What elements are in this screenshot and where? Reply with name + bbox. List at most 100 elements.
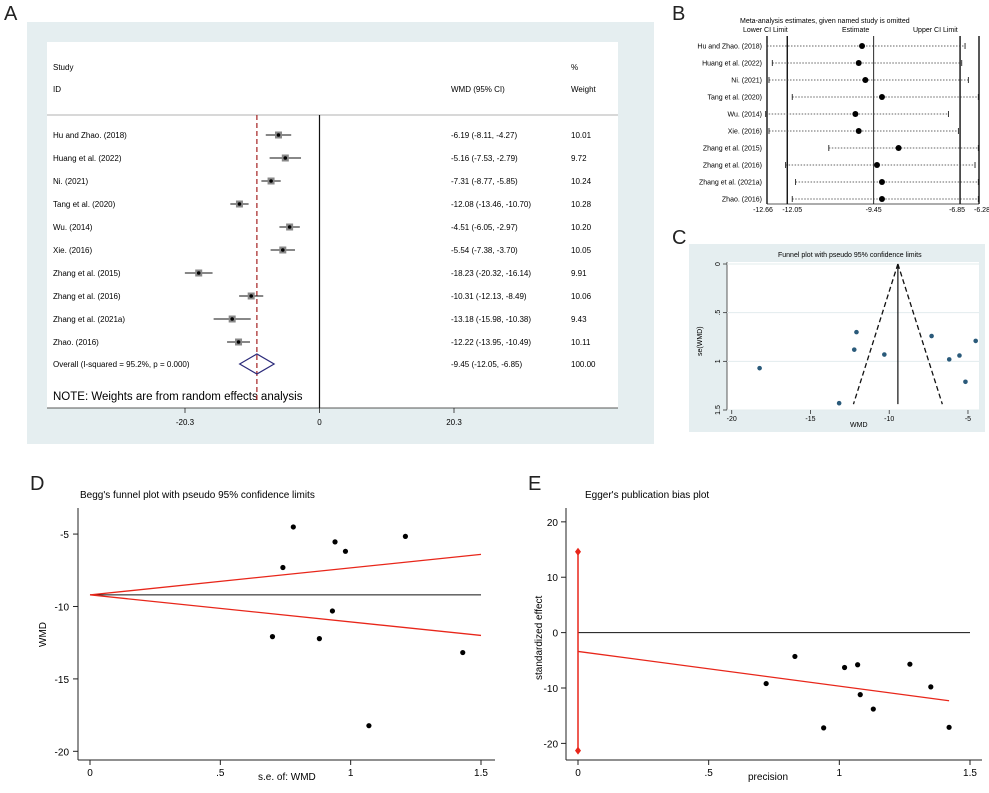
sensitivity-title: Meta-analysis estimates, given named stu…: [740, 18, 910, 25]
study-wmd-ci: -5.16 (-7.53, -2.79): [451, 154, 518, 163]
egger-point: [841, 664, 848, 671]
study-point: [196, 271, 201, 275]
intercept-ci-lower-marker: [575, 746, 581, 755]
begg-point: [329, 608, 336, 614]
study-point: [280, 248, 285, 252]
study-weight: 10.24: [571, 177, 592, 186]
omitted-study-name: Ni. (2021): [731, 78, 762, 85]
x-tick-label: -10: [884, 416, 894, 423]
egger-regression-line: [577, 650, 950, 702]
study-name: Ni. (2021): [53, 177, 88, 186]
study-weight: 10.20: [571, 223, 592, 232]
funnel-point: [836, 400, 842, 406]
y-tick-label: -15: [55, 675, 70, 686]
y-tick-label: 1: [715, 359, 722, 363]
study-point: [230, 317, 234, 321]
x-tick-label: 0: [575, 768, 581, 779]
omitted-estimate-point: [878, 94, 885, 100]
pseudo-ci-lower: [89, 594, 482, 637]
overall-label: Overall (I-squared = 95.2%, p = 0.000): [53, 360, 190, 369]
x-tick-label: -20: [727, 416, 737, 423]
study-weight: 9.91: [571, 269, 587, 278]
legend-lower-ci: Lower CI Limit: [743, 27, 788, 34]
begg-xlabel: s.e. of: WMD: [258, 772, 316, 783]
study-point: [283, 156, 288, 160]
study-weight: 10.11: [571, 338, 591, 347]
header-study: Study: [53, 63, 73, 72]
study-wmd-ci: -12.22 (-13.95, -10.49): [451, 338, 531, 347]
begg-point: [402, 533, 409, 539]
forest-plot: Study ID WMD (95% CI) % Weight NOTE: Wei…: [47, 63, 618, 427]
study-point: [249, 294, 253, 298]
x-tick-label: -12.05: [782, 207, 802, 214]
egger-ylabel: standardized effect: [534, 595, 545, 680]
study-point: [236, 340, 241, 344]
y-tick-label: -10: [55, 602, 70, 613]
omitted-estimate-point: [878, 196, 885, 202]
omitted-estimate-point: [862, 77, 869, 83]
egger-title: Egger's publication bias plot: [585, 490, 709, 501]
study-wmd-ci: -13.18 (-15.98, -10.38): [451, 315, 531, 324]
begg-point: [269, 634, 276, 640]
omitted-study-name: Wu. (2014): [728, 112, 763, 119]
begg-point: [316, 636, 322, 642]
study-weight: 10.28: [571, 200, 592, 209]
y-tick-label: .5: [715, 310, 722, 316]
sensitivity-plot: Meta-analysis estimates, given named stu…: [697, 18, 989, 214]
overall-wmd-ci: -9.45 (-12.05, -6.85): [451, 360, 522, 369]
omitted-study-name: Hu and Zhao. (2018): [697, 44, 762, 51]
x-tick-label: -12.66: [753, 207, 773, 214]
study-weight: 9.72: [571, 154, 587, 163]
y-tick-label: -5: [60, 530, 69, 541]
panel-label-c: C: [672, 227, 686, 249]
omitted-study-name: Tang et al. (2020): [708, 95, 762, 102]
x-tick-label: -6.28: [974, 207, 989, 214]
funnel-point: [854, 329, 859, 335]
omitted-study-name: Zhao. (2016): [722, 197, 762, 204]
funnel-point: [882, 352, 887, 357]
funnel-plot: Funnel plot with pseudo 95% confidence l…: [697, 252, 979, 429]
study-name: Zhang et al. (2021a): [53, 315, 125, 324]
random-effects-note: NOTE: Weights are from random effects an…: [53, 391, 303, 403]
funnel-point: [757, 365, 762, 371]
x-tick-label: -15: [805, 416, 815, 423]
study-point: [269, 179, 273, 183]
begg-point: [332, 539, 338, 545]
omitted-estimate-point: [878, 179, 885, 185]
omitted-estimate-point: [855, 128, 862, 134]
funnel-ylabel: se(WMD): [697, 326, 704, 356]
x-tick-label: .5: [704, 768, 713, 779]
panel-label-b: B: [672, 3, 685, 25]
omitted-estimate-point: [859, 43, 866, 49]
begg-ylabel: WMD: [38, 622, 49, 647]
header-percent: %: [571, 63, 578, 72]
overall-weight: 100.00: [571, 360, 596, 369]
study-name: Hu and Zhao. (2018): [53, 131, 127, 140]
panel-c-plotregion: [727, 262, 979, 410]
pseudo-ci-upper: [89, 553, 482, 596]
study-point: [276, 133, 281, 137]
study-wmd-ci: -7.31 (-8.77, -5.85): [451, 177, 518, 186]
legend-estimate: Estimate: [842, 27, 869, 34]
x-tick-label: -20.3: [176, 418, 195, 427]
panel-label-a: A: [4, 3, 18, 25]
begg-title: Begg's funnel plot with pseudo 95% confi…: [80, 490, 315, 501]
x-tick-label: 1: [348, 768, 354, 779]
omitted-study-name: Zhang et al. (2015): [703, 146, 762, 153]
panel-label-e: E: [528, 473, 541, 495]
begg-point: [366, 723, 372, 729]
egger-point: [821, 725, 827, 731]
y-tick-label: 20: [547, 518, 559, 529]
egger-point: [855, 662, 861, 668]
y-tick-label: 10: [547, 573, 559, 584]
header-id: ID: [53, 85, 61, 94]
x-tick-label: 0: [87, 768, 93, 779]
header-weight: Weight: [571, 85, 597, 94]
study-wmd-ci: -4.51 (-6.05, -2.97): [451, 223, 518, 232]
begg-point: [342, 548, 349, 554]
omitted-study-name: Zhang et al. (2021a): [699, 180, 762, 187]
funnel-point: [946, 357, 952, 362]
study-name: Xie. (2016): [53, 246, 92, 255]
x-tick-label: 1.5: [474, 768, 488, 779]
panel-a-plotregion: [47, 42, 618, 408]
